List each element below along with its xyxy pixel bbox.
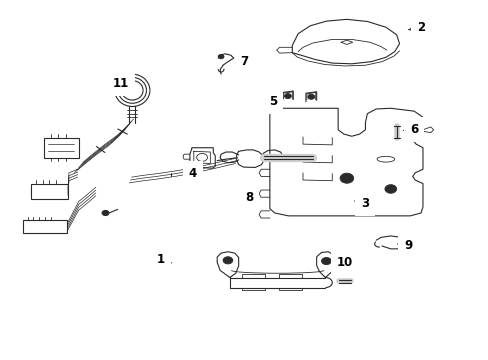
Text: 9: 9 — [397, 239, 411, 252]
Text: 2: 2 — [407, 22, 424, 35]
Circle shape — [102, 211, 109, 216]
Circle shape — [284, 94, 291, 99]
Text: 5: 5 — [268, 95, 276, 108]
Circle shape — [339, 173, 353, 183]
Text: 11: 11 — [112, 77, 128, 90]
Text: 6: 6 — [403, 123, 417, 136]
FancyBboxPatch shape — [22, 220, 67, 233]
Circle shape — [223, 257, 232, 264]
Text: 8: 8 — [245, 192, 253, 204]
FancyBboxPatch shape — [31, 184, 68, 199]
Circle shape — [384, 185, 396, 193]
Circle shape — [307, 94, 314, 99]
Text: 4: 4 — [188, 167, 197, 180]
Text: 3: 3 — [354, 197, 369, 210]
Circle shape — [321, 257, 330, 265]
FancyBboxPatch shape — [43, 138, 79, 158]
Text: 10: 10 — [336, 256, 352, 269]
Text: 1: 1 — [156, 253, 171, 266]
Circle shape — [218, 54, 224, 59]
Text: 7: 7 — [238, 55, 248, 68]
